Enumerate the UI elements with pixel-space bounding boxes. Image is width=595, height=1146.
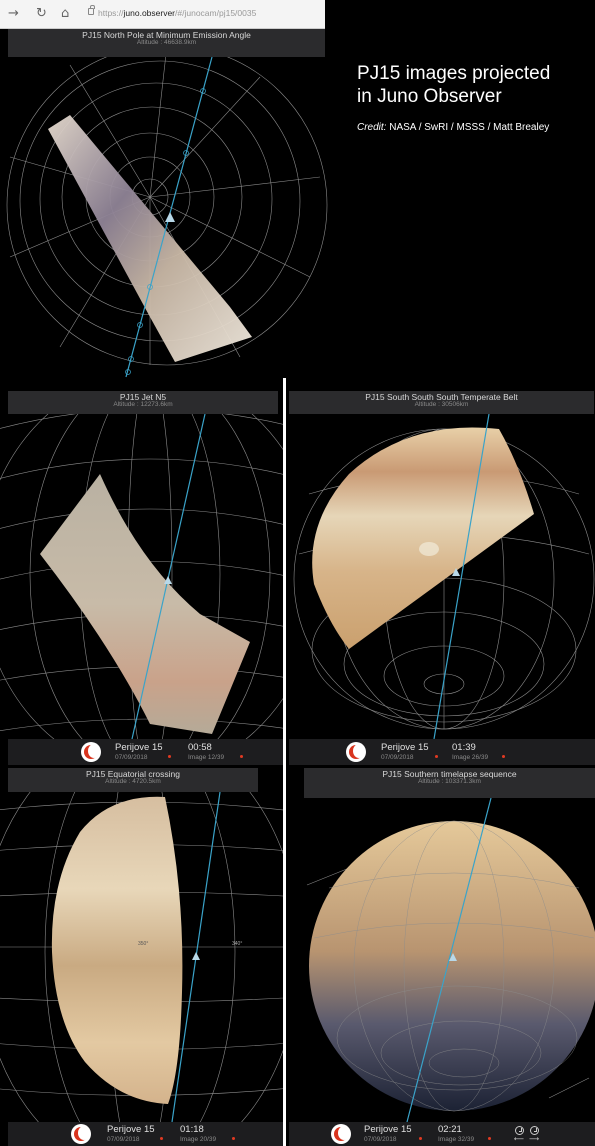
- spacecraft-marker: [165, 212, 175, 222]
- juno-logo-icon: [71, 1124, 91, 1144]
- panel-timelapse-view[interactable]: [289, 798, 595, 1122]
- image-strip: [312, 427, 534, 649]
- date-label: 07/09/2018: [115, 754, 148, 761]
- arrow-right-icon[interactable]: ⟶: [529, 1135, 540, 1143]
- panel-jet-n5-footer: Perijove 15 07/09/2018 00:58 Image 12/39: [8, 739, 283, 765]
- spacecraft-track: [406, 798, 492, 1122]
- juno-logo-icon: [331, 1124, 351, 1144]
- panel-ssstb-footer: Perijove 15 07/09/2018 01:39 Image 26/39: [289, 739, 595, 765]
- address-bar[interactable]: https://juno.observer/#/junocam/pj15/003…: [98, 8, 256, 18]
- panel-altitude: Altitude : 4720.5km: [105, 777, 161, 785]
- url-host: juno.observer: [123, 8, 176, 18]
- panel-title: PJ15 South South South Temperate Belt: [365, 392, 518, 402]
- time-label: 01:18: [180, 1124, 204, 1135]
- image-strip: [51, 796, 183, 1104]
- panel-jet-n5-view[interactable]: [0, 414, 283, 739]
- panel-north-pole-view[interactable]: [0, 57, 330, 387]
- jupiter-disc: [309, 821, 595, 1111]
- panel-title: PJ15 Southern timelapse sequence: [382, 769, 517, 779]
- panel-jet-n5-title-bar: PJ15 Jet N5 Altitude : 12273.6km: [8, 391, 278, 414]
- panel-north-pole-title-bar: PJ15 North Pole at Minimum Emission Angl…: [8, 29, 325, 57]
- image-counter: Image 20/39: [180, 1136, 217, 1143]
- date-menu-icon[interactable]: [160, 1137, 163, 1140]
- panel-altitude: Altitude : 30506km: [414, 400, 469, 408]
- date-menu-icon[interactable]: [435, 755, 438, 758]
- annotation-title-line2: in Juno Observer: [357, 86, 502, 107]
- panel-title: PJ15 Equatorial crossing: [85, 769, 181, 779]
- date-menu-icon[interactable]: [168, 755, 171, 758]
- image-counter: Image 32/39: [438, 1136, 475, 1143]
- spacecraft-track: [131, 414, 206, 739]
- panel-equatorial-title-bar: PJ15 Equatorial crossing Altitude : 4720…: [8, 768, 258, 792]
- time-label: 02:21: [438, 1124, 462, 1135]
- time-label: 01:39: [452, 742, 476, 753]
- image-strip: [40, 474, 250, 734]
- lock-icon: [88, 5, 95, 15]
- juno-logo-icon: [81, 742, 101, 762]
- time-label: 00:58: [188, 742, 212, 753]
- panel-altitude: Altitude : 103371.3km: [418, 777, 481, 785]
- longitude-label-right: 340°: [232, 941, 242, 947]
- panel-title: PJ15 North Pole at Minimum Emission Angl…: [82, 30, 251, 40]
- annotation-title: PJ15 images projected in Juno Observer: [357, 62, 550, 108]
- spacecraft-marker: [449, 953, 457, 961]
- panel-equatorial-view[interactable]: 350° 340°: [0, 792, 283, 1122]
- panel-title: PJ15 Jet N5: [119, 392, 167, 402]
- image-menu-icon[interactable]: [232, 1137, 235, 1140]
- browser-toolbar: → ↻ ⌂ https://juno.observer/#/junocam/pj…: [0, 0, 325, 29]
- credit-label: Credit:: [357, 122, 387, 133]
- panel-timelapse-title-bar: PJ15 Southern timelapse sequence Altitud…: [304, 768, 595, 798]
- panel-timelapse-footer: Perijove 15 07/09/2018 02:21 Image 32/39…: [289, 1122, 595, 1146]
- date-label: 07/09/2018: [364, 1136, 397, 1143]
- globe-grid: [313, 820, 595, 1112]
- image-counter: Image 26/39: [452, 754, 489, 761]
- image-strip: [48, 115, 252, 362]
- date-menu-icon[interactable]: [419, 1137, 422, 1140]
- date-label: 07/09/2018: [381, 754, 414, 761]
- home-icon[interactable]: ⌂: [61, 6, 70, 21]
- credit-line: Credit: NASA / SwRI / MSSS / Matt Breale…: [357, 122, 549, 133]
- spacecraft-track: [433, 414, 490, 739]
- image-menu-icon[interactable]: [240, 755, 243, 758]
- panel-divider: [283, 378, 286, 1146]
- time-forward-icon[interactable]: [530, 1126, 539, 1135]
- perijove-label: Perijove 15: [364, 1124, 412, 1135]
- date-label: 07/09/2018: [107, 1136, 140, 1143]
- perijove-label: Perijove 15: [115, 742, 163, 753]
- image-menu-icon[interactable]: [502, 755, 505, 758]
- juno-logo-icon: [346, 742, 366, 762]
- image-counter: Image 12/39: [188, 754, 225, 761]
- panel-ssstb-view[interactable]: [289, 414, 595, 739]
- arrow-left-icon[interactable]: ⟵: [514, 1135, 525, 1143]
- url-scheme: https://: [98, 8, 124, 18]
- reload-icon[interactable]: ↻: [36, 6, 47, 21]
- credit-text: NASA / SwRI / MSSS / Matt Brealey: [386, 122, 550, 133]
- panel-equatorial-footer: Perijove 15 07/09/2018 01:18 Image 20/39: [8, 1122, 283, 1146]
- spacecraft-marker: [164, 576, 172, 584]
- spacecraft-marker: [192, 952, 200, 960]
- annotation-title-line1: PJ15 images projected: [357, 63, 551, 84]
- back-icon[interactable]: →: [8, 6, 19, 21]
- perijove-label: Perijove 15: [107, 1124, 155, 1135]
- panel-altitude: Altitude : 12273.6km: [113, 400, 173, 408]
- url-path: /#/junocam/pj15/0035: [175, 8, 257, 18]
- panel-altitude: Altitude : 46638.9km: [136, 38, 197, 46]
- longitude-label-left: 350°: [138, 941, 148, 947]
- time-back-icon[interactable]: [515, 1126, 524, 1135]
- perijove-label: Perijove 15: [381, 742, 429, 753]
- spacecraft-marker: [452, 568, 460, 576]
- panel-ssstb-title-bar: PJ15 South South South Temperate Belt Al…: [289, 391, 594, 414]
- image-menu-icon[interactable]: [488, 1137, 491, 1140]
